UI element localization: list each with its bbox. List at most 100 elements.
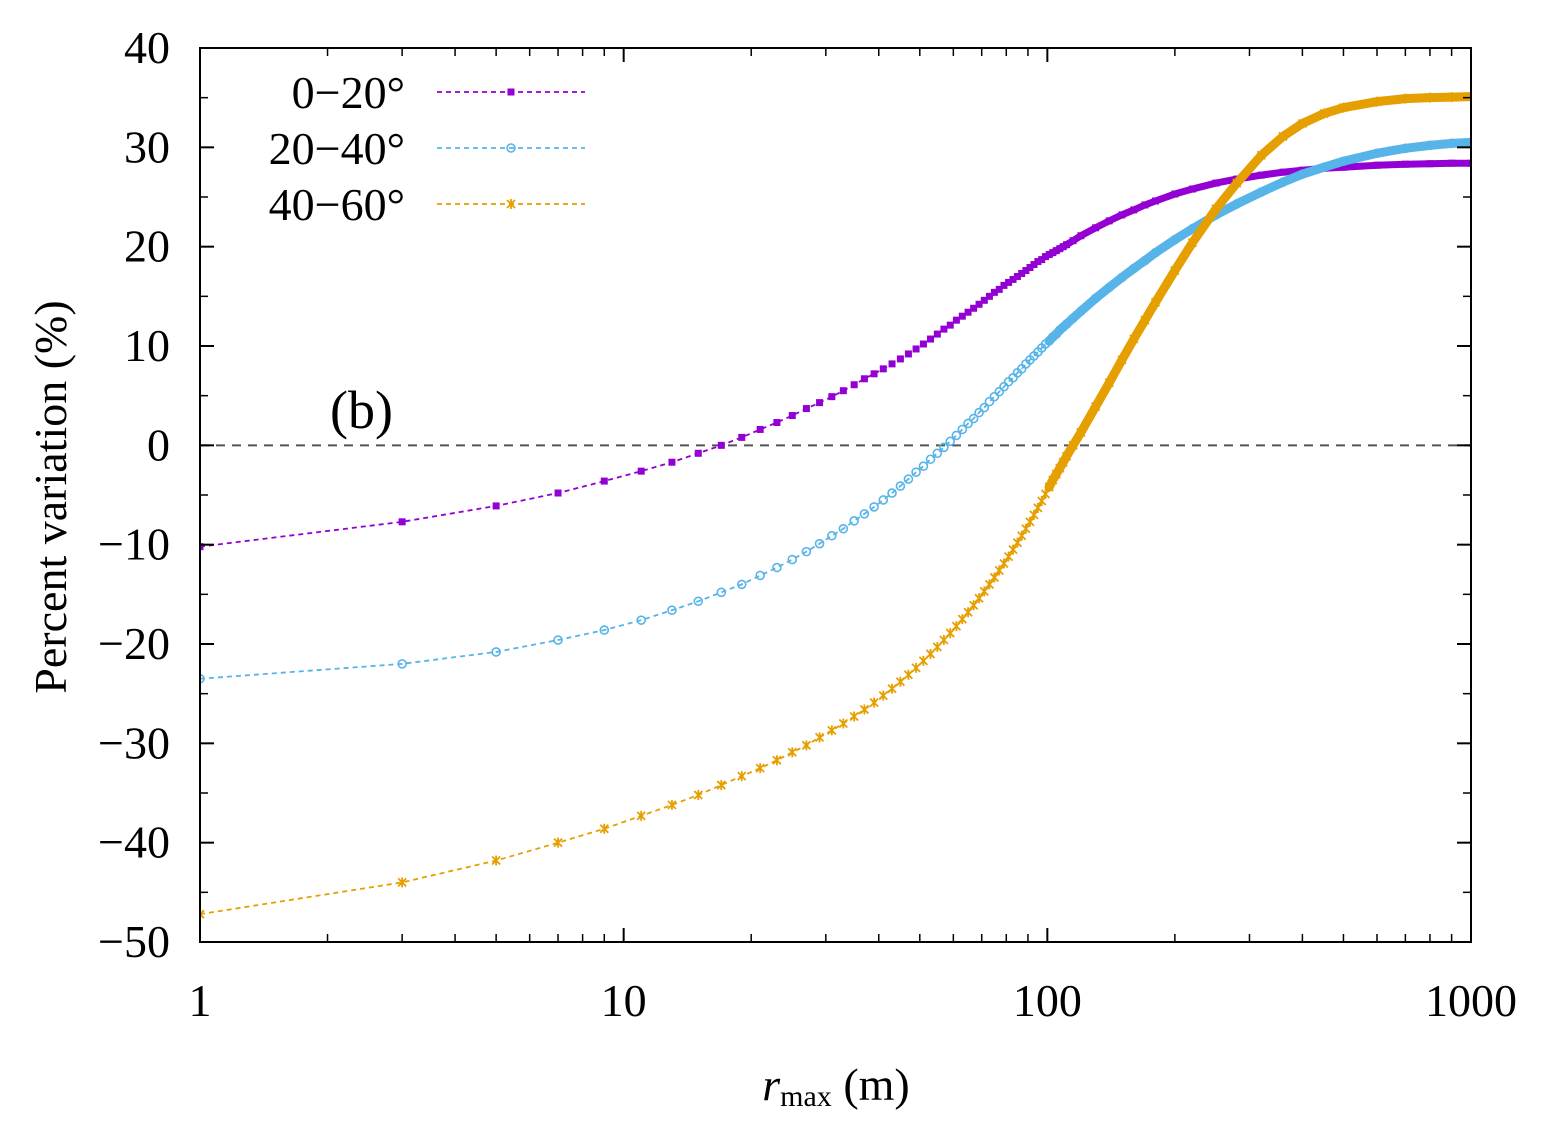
data-point [1231, 199, 1242, 209]
data-point [801, 740, 812, 751]
data-point [974, 593, 984, 604]
data-point [1092, 224, 1100, 232]
data-point [994, 565, 1004, 576]
axis-ticks [199, 47, 1472, 943]
data-point [1038, 256, 1046, 264]
data-point [903, 669, 914, 680]
data-point [989, 572, 1000, 583]
x-axis-sub: max [780, 1080, 832, 1113]
data-point [946, 321, 954, 329]
data-point [200, 543, 204, 551]
data-point [879, 365, 887, 373]
series-layer [200, 91, 1471, 920]
data-point [1446, 92, 1457, 103]
y-tick-label: −50 [98, 916, 170, 967]
data-point [667, 799, 677, 810]
data-point [1041, 253, 1049, 261]
data-point [1338, 156, 1349, 167]
data-point [888, 360, 896, 368]
data-point [984, 396, 995, 407]
data-point [1425, 140, 1435, 151]
data-point [1063, 241, 1071, 249]
data-point [717, 441, 725, 449]
data-point [397, 659, 407, 669]
data-point [1297, 118, 1308, 129]
data-point [827, 530, 837, 541]
data-point [984, 579, 995, 590]
data-point [772, 755, 782, 766]
data-point [1211, 203, 1221, 214]
data-point [974, 407, 984, 418]
data-point [911, 467, 921, 477]
data-point [1279, 168, 1287, 176]
y-tick-label: 0 [147, 419, 170, 470]
data-point [952, 316, 960, 324]
data-point [970, 304, 978, 312]
data-point [1171, 190, 1179, 198]
data-point [1150, 297, 1161, 308]
data-point [827, 725, 837, 736]
data-point [553, 837, 563, 848]
data-point [694, 449, 702, 457]
x-tick-label: 10 [601, 975, 647, 1026]
data-point [814, 538, 825, 549]
x-axis-unit: (m) [832, 1059, 910, 1110]
data-point [668, 458, 676, 466]
data-point [958, 312, 966, 320]
data-point [951, 430, 962, 441]
data-point [1000, 281, 1008, 289]
data-point [693, 789, 703, 800]
data-point [957, 424, 968, 435]
data-point [895, 676, 906, 687]
legend-marker [506, 199, 516, 209]
data-point [975, 300, 983, 308]
data-point [1030, 261, 1038, 269]
data-point [896, 355, 904, 363]
data-point [1104, 282, 1115, 293]
y-tick-label: −10 [98, 519, 170, 570]
x-tick-label: 100 [1013, 975, 1082, 1026]
data-point [636, 615, 647, 625]
data-point [859, 509, 870, 519]
data-point [903, 474, 914, 484]
data-point [1256, 187, 1267, 197]
data-point [788, 412, 796, 420]
data-point [667, 605, 677, 616]
data-point [1466, 137, 1471, 148]
data-point [1425, 92, 1435, 103]
data-point [1187, 223, 1198, 234]
data-point [838, 523, 849, 534]
data-point [927, 335, 935, 343]
data-point [1372, 148, 1382, 159]
data-point [1034, 258, 1042, 266]
data-point [1212, 179, 1220, 187]
data-point [925, 648, 936, 659]
series-dense-segment [1044, 92, 1471, 492]
x-axis-title: rmax (m) [762, 1059, 909, 1113]
data-point [1090, 401, 1101, 412]
data-point [1068, 313, 1078, 323]
data-point [1008, 544, 1018, 555]
y-tick-label: −30 [98, 717, 170, 768]
data-point [870, 370, 878, 378]
data-point [1129, 263, 1139, 274]
data-point [963, 418, 973, 429]
series-dense-segment [1044, 137, 1471, 346]
data-point [1061, 451, 1072, 462]
data-point [1130, 206, 1138, 214]
data-point [1141, 201, 1149, 209]
data-point [491, 647, 501, 657]
data-point [911, 662, 921, 673]
data-point [1338, 102, 1349, 113]
y-tick-label: 40 [124, 22, 170, 73]
data-point [1170, 265, 1180, 276]
series-0 [200, 159, 1471, 551]
data-point [963, 607, 973, 618]
data-point [801, 546, 812, 557]
data-point [716, 587, 727, 598]
data-point [878, 495, 889, 505]
data-point [1105, 217, 1113, 225]
data-point [816, 399, 824, 407]
data-point [1448, 159, 1456, 167]
data-point [838, 718, 848, 729]
